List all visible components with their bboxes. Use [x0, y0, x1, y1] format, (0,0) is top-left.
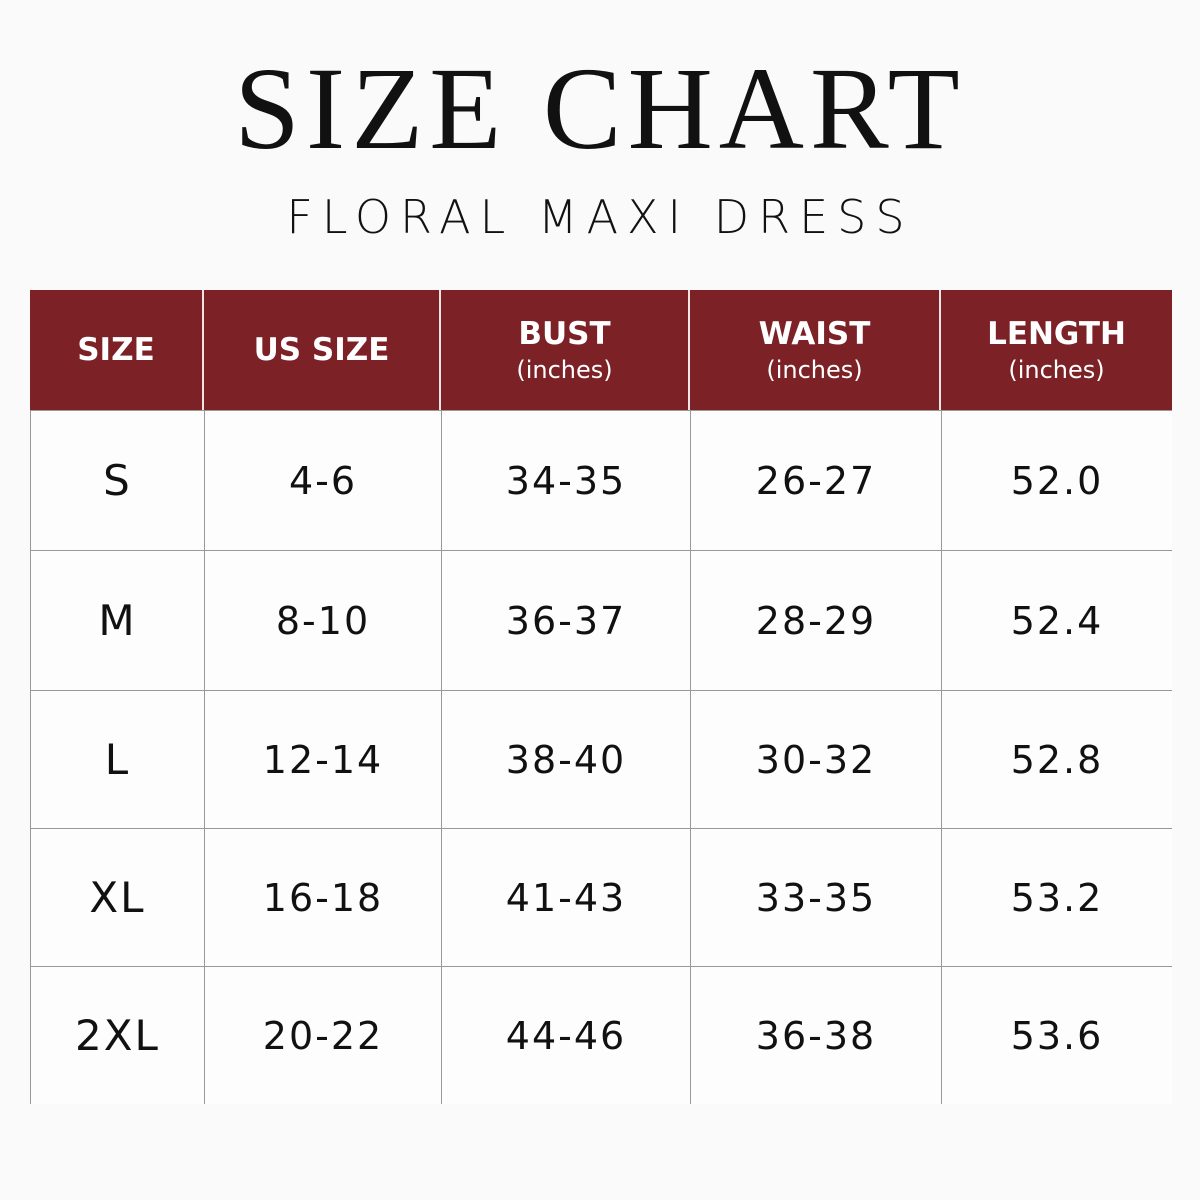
- table-cell: 36-37: [441, 550, 690, 690]
- header-label: US SIZE: [253, 332, 390, 368]
- table-cell: M: [30, 550, 204, 690]
- table-cell: 52.0: [941, 410, 1172, 550]
- header-label: WAIST: [758, 316, 871, 352]
- table-cell: S: [30, 410, 204, 550]
- table-cell: 52.4: [941, 550, 1172, 690]
- subtitle: FLORAL MAXI DRESS: [286, 190, 914, 244]
- table-cell: 2XL: [30, 966, 204, 1104]
- table-cell: 53.6: [941, 966, 1172, 1104]
- header-cell: LENGTH (inches): [941, 290, 1172, 410]
- table-cell: 16-18: [204, 828, 441, 966]
- table-cell: XL: [30, 828, 204, 966]
- header-label: SIZE: [77, 332, 155, 368]
- header-cell: SIZE: [30, 290, 204, 410]
- size-table: SIZE US SIZE BUST (inches) WAIST (inches) LENG…: [30, 290, 1172, 1104]
- table-cell: 44-46: [441, 966, 690, 1104]
- header-cell: US SIZE: [204, 290, 441, 410]
- table-cell: 34-35: [441, 410, 690, 550]
- table-cell: 36-38: [690, 966, 941, 1104]
- header-unit: (inches): [766, 356, 863, 384]
- table-cell: 26-27: [690, 410, 941, 550]
- header-unit: (inches): [516, 356, 613, 384]
- table-cell: 8-10: [204, 550, 441, 690]
- table-cell: 52.8: [941, 690, 1172, 828]
- table-cell: 12-14: [204, 690, 441, 828]
- header-cell: BUST (inches): [441, 290, 690, 410]
- header-label: BUST: [518, 316, 611, 352]
- table-cell: 41-43: [441, 828, 690, 966]
- table-cell: 4-6: [204, 410, 441, 550]
- table-cell: 53.2: [941, 828, 1172, 966]
- header-label: LENGTH: [987, 316, 1126, 352]
- header-unit: (inches): [1008, 356, 1105, 384]
- table-cell: 20-22: [204, 966, 441, 1104]
- table-cell: 30-32: [690, 690, 941, 828]
- table-cell: L: [30, 690, 204, 828]
- title: SIZE CHART: [234, 43, 966, 174]
- table-cell: 38-40: [441, 690, 690, 828]
- table-cell: 33-35: [690, 828, 941, 966]
- header-cell: WAIST (inches): [690, 290, 941, 410]
- table-cell: 28-29: [690, 550, 941, 690]
